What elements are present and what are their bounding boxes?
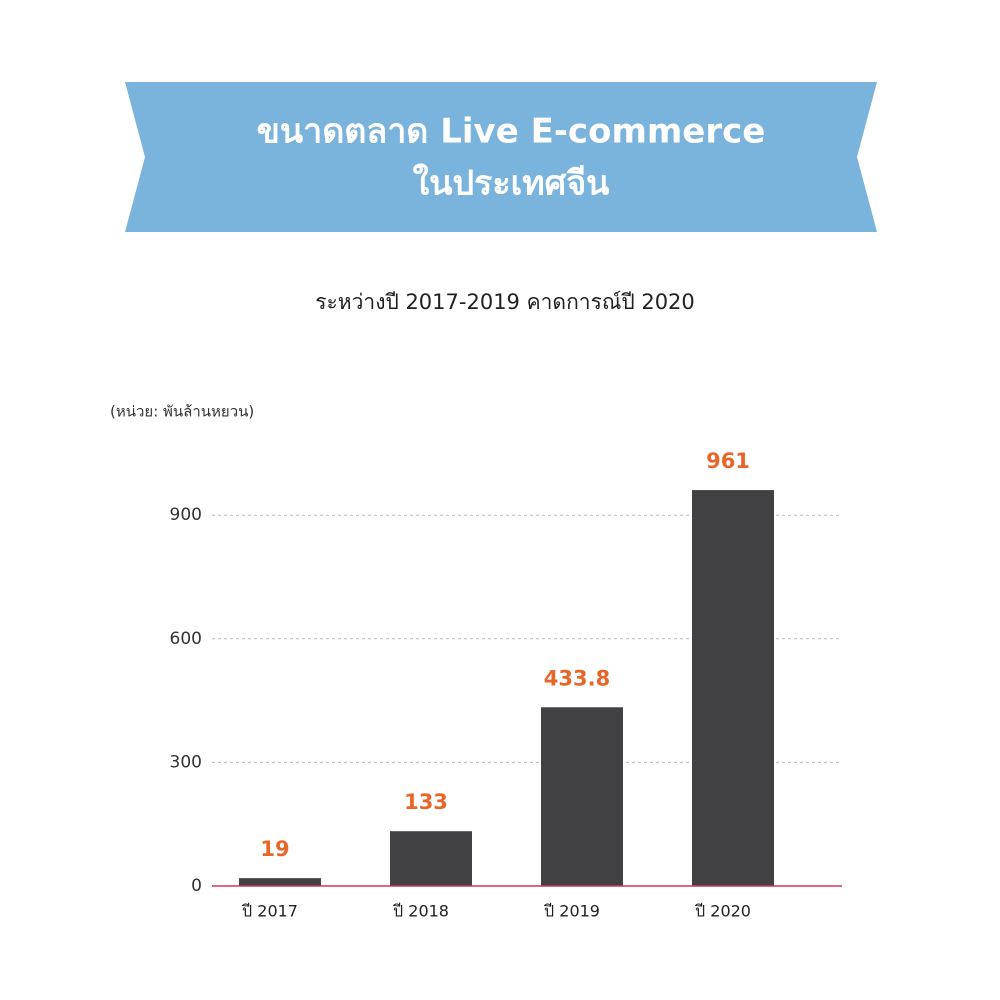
value-label: 133: [404, 790, 448, 814]
title-banner: [125, 82, 877, 232]
y-tick-label: 300: [170, 752, 202, 772]
x-tick-label: ปี 2017: [242, 902, 298, 921]
y-tick-label: 0: [191, 876, 202, 896]
y-axis-label: (หน่วย: พันล้านหยวน): [110, 403, 254, 421]
chart-title: ในประเทศจีน: [413, 163, 610, 204]
chart-subtitle: ระหว่างปี 2017-2019 คาดการณ์ปี 2020: [315, 290, 695, 314]
x-tick-label: ปี 2018: [393, 902, 449, 921]
value-label: 433.8: [544, 666, 610, 690]
y-tick-label: 600: [170, 629, 202, 649]
bar: [239, 878, 321, 886]
bar: [390, 831, 472, 886]
y-tick-label: 900: [170, 505, 202, 525]
bar: [692, 490, 774, 886]
chart-title: ขนาดตลาด Live E-commerce: [257, 112, 766, 152]
value-label: 961: [706, 449, 750, 473]
x-tick-label: ปี 2020: [695, 902, 751, 921]
bar: [541, 707, 623, 886]
value-label: 19: [260, 837, 289, 861]
x-tick-label: ปี 2019: [544, 902, 600, 921]
